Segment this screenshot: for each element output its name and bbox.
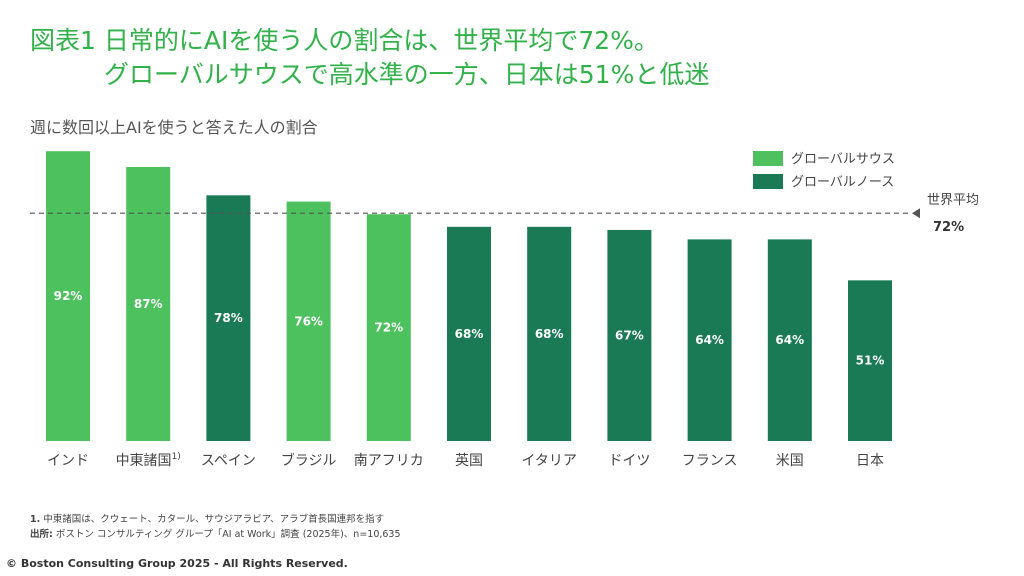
bar-value-label: 92%	[54, 289, 83, 303]
bar-value-label: 68%	[535, 327, 564, 341]
legend-swatch	[753, 151, 783, 166]
bar-value-label: 78%	[214, 311, 243, 325]
bar	[46, 151, 90, 441]
chart-title-line1: 図表1 日常的にAIを使う人の割合は、世界平均で72%。	[30, 26, 659, 55]
bar	[687, 239, 732, 441]
legend-swatch	[753, 174, 783, 189]
bar	[447, 226, 491, 441]
bar	[767, 239, 812, 441]
bar-value-label: 87%	[134, 297, 163, 311]
category-label: ドイツ	[608, 453, 650, 469]
category-footnote-marker: 1)	[172, 452, 181, 462]
copyright: © Boston Consulting Group 2025 - All Rig…	[6, 557, 348, 570]
chart-title-line2: グローバルサウスで高水準の一方、日本は51%と低迷	[104, 60, 710, 89]
category-label: 英国	[455, 452, 483, 469]
chart-subtitle: 週に数回以上AIを使うと答えた人の割合	[30, 118, 318, 137]
bar	[527, 226, 572, 441]
category-label: 南アフリカ	[354, 453, 424, 469]
bar-value-label: 64%	[695, 333, 724, 347]
legend-label: グローバルノース	[791, 175, 894, 190]
footnote-1-text: 中東諸国は、クウェート、カタール、サウジアラビア、アラブ首長国連邦を指す	[43, 514, 385, 525]
footnote-1: 1. 中東諸国は、クウェート、カタール、サウジアラビア、アラブ首長国連邦を指す	[30, 512, 401, 527]
category-label: 日本	[856, 453, 884, 469]
bar	[366, 214, 411, 441]
bar-value-label: 68%	[455, 327, 484, 341]
footnotes: 1. 中東諸国は、クウェート、カタール、サウジアラビア、アラブ首長国連邦を指す …	[30, 512, 401, 542]
bar	[607, 229, 652, 441]
footnote-1-marker: 1.	[30, 514, 41, 525]
world-average-label: 世界平均	[927, 193, 979, 208]
category-label: 米国	[776, 453, 804, 469]
world-average-marker	[912, 208, 920, 219]
bar	[286, 201, 331, 441]
category-label: 中東諸国1)	[116, 452, 181, 469]
category-label: インド	[47, 453, 89, 469]
category-label: イタリア	[521, 453, 576, 469]
source-text: ボストン コンサルティング グループ「AI at Work」調査 (2025年)…	[55, 529, 401, 540]
bar-value-label: 67%	[615, 328, 644, 342]
category-label: フランス	[682, 453, 738, 469]
chart-title: 図表1 日常的にAIを使う人の割合は、世界平均で72%。 グローバルサウスで高水…	[30, 24, 709, 92]
category-label: ブラジル	[281, 452, 337, 469]
world-average-value: 72%	[933, 220, 964, 235]
legend-label: グローバルサウス	[791, 152, 895, 167]
bar-value-label: 51%	[856, 354, 885, 368]
category-label: スペイン	[201, 453, 256, 469]
bar	[206, 195, 251, 441]
source-label: 出所:	[30, 529, 53, 540]
bar-value-label: 76%	[294, 314, 323, 328]
bar-value-label: 64%	[775, 333, 804, 347]
bar-value-label: 72%	[374, 321, 403, 335]
source-note: 出所: ボストン コンサルティング グループ「AI at Work」調査 (20…	[30, 527, 401, 542]
bar	[848, 280, 892, 441]
